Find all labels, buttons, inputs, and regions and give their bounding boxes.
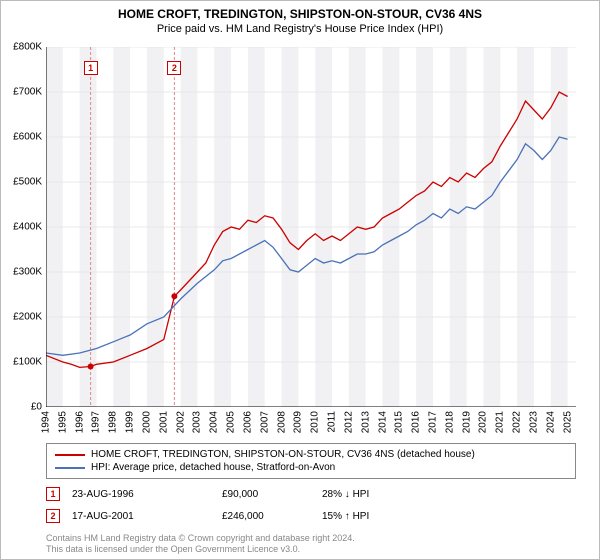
chart-marker-label: 1 [84,61,98,75]
chart-container: HOME CROFT, TREDINGTON, SHIPSTON-ON-STOU… [0,0,600,560]
x-tick-label: 1994 [41,411,52,433]
x-tick-label: 2022 [512,411,523,433]
legend-label: HOME CROFT, TREDINGTON, SHIPSTON-ON-STOU… [91,449,475,460]
x-tick-label: 2007 [259,411,270,433]
footer-line2: This data is licensed under the Open Gov… [46,544,300,554]
x-tick-label: 2014 [377,411,388,433]
x-tick-label: 2011 [327,411,338,433]
x-tick-label: 2008 [276,411,287,433]
x-tick-label: 2025 [562,411,573,433]
chart-plot-area: £0£100K£200K£300K£400K£500K£600K£700K£80… [46,47,576,407]
footer-line1: Contains HM Land Registry data © Crown c… [46,533,355,543]
x-tick-label: 2018 [444,411,455,433]
x-tick-label: 2010 [310,411,321,433]
x-tick-label: 2003 [192,411,203,433]
annotation-date: 17-AUG-2001 [72,511,222,522]
x-tick-label: 2005 [226,411,237,433]
annotation-marker-2: 2 [46,509,60,523]
annotation-date: 23-AUG-1996 [72,489,222,500]
x-tick-label: 1995 [57,411,68,433]
annotation-row-1: 1 23-AUG-1996 £90,000 28% ↓ HPI [46,487,442,501]
chart-marker-label: 2 [167,61,181,75]
chart-svg [46,47,576,407]
x-tick-label: 2015 [394,411,405,433]
annotation-price: £90,000 [222,489,322,500]
x-tick-label: 2009 [293,411,304,433]
y-tick-label: £700K [13,87,42,98]
annotation-pct: 15% ↑ HPI [322,511,442,522]
annotation-price: £246,000 [222,511,322,522]
chart-title: HOME CROFT, TREDINGTON, SHIPSTON-ON-STOU… [1,1,599,21]
y-tick-label: £500K [13,177,42,188]
y-tick-label: £200K [13,312,42,323]
legend-swatch [55,454,85,456]
x-tick-label: 1997 [91,411,102,433]
x-tick-label: 2019 [461,411,472,433]
chart-subtitle: Price paid vs. HM Land Registry's House … [1,21,599,35]
annotation-row-2: 2 17-AUG-2001 £246,000 15% ↑ HPI [46,509,442,523]
y-tick-label: £100K [13,357,42,368]
x-tick-label: 2023 [528,411,539,433]
y-tick-label: £400K [13,222,42,233]
legend-label: HPI: Average price, detached house, Stra… [91,462,335,473]
x-tick-label: 1998 [108,411,119,433]
y-tick-label: £300K [13,267,42,278]
x-tick-label: 2000 [141,411,152,433]
x-tick-label: 2004 [209,411,220,433]
x-tick-label: 2002 [175,411,186,433]
footer: Contains HM Land Registry data © Crown c… [46,533,355,556]
annotation-pct: 28% ↓ HPI [322,489,442,500]
x-tick-label: 2013 [360,411,371,433]
x-tick-label: 2006 [242,411,253,433]
x-tick-label: 2001 [158,411,169,433]
legend: HOME CROFT, TREDINGTON, SHIPSTON-ON-STOU… [46,443,576,479]
x-tick-label: 2016 [411,411,422,433]
y-tick-label: £600K [13,132,42,143]
x-tick-label: 1996 [74,411,85,433]
x-tick-label: 2012 [343,411,354,433]
x-tick-label: 1999 [125,411,136,433]
legend-item: HOME CROFT, TREDINGTON, SHIPSTON-ON-STOU… [55,448,567,461]
y-tick-label: £800K [13,42,42,53]
x-tick-label: 2017 [427,411,438,433]
annotation-marker-1: 1 [46,487,60,501]
legend-swatch [55,467,85,469]
legend-item: HPI: Average price, detached house, Stra… [55,461,567,474]
x-tick-label: 2021 [495,411,506,433]
x-tick-label: 2024 [545,411,556,433]
x-tick-label: 2020 [478,411,489,433]
